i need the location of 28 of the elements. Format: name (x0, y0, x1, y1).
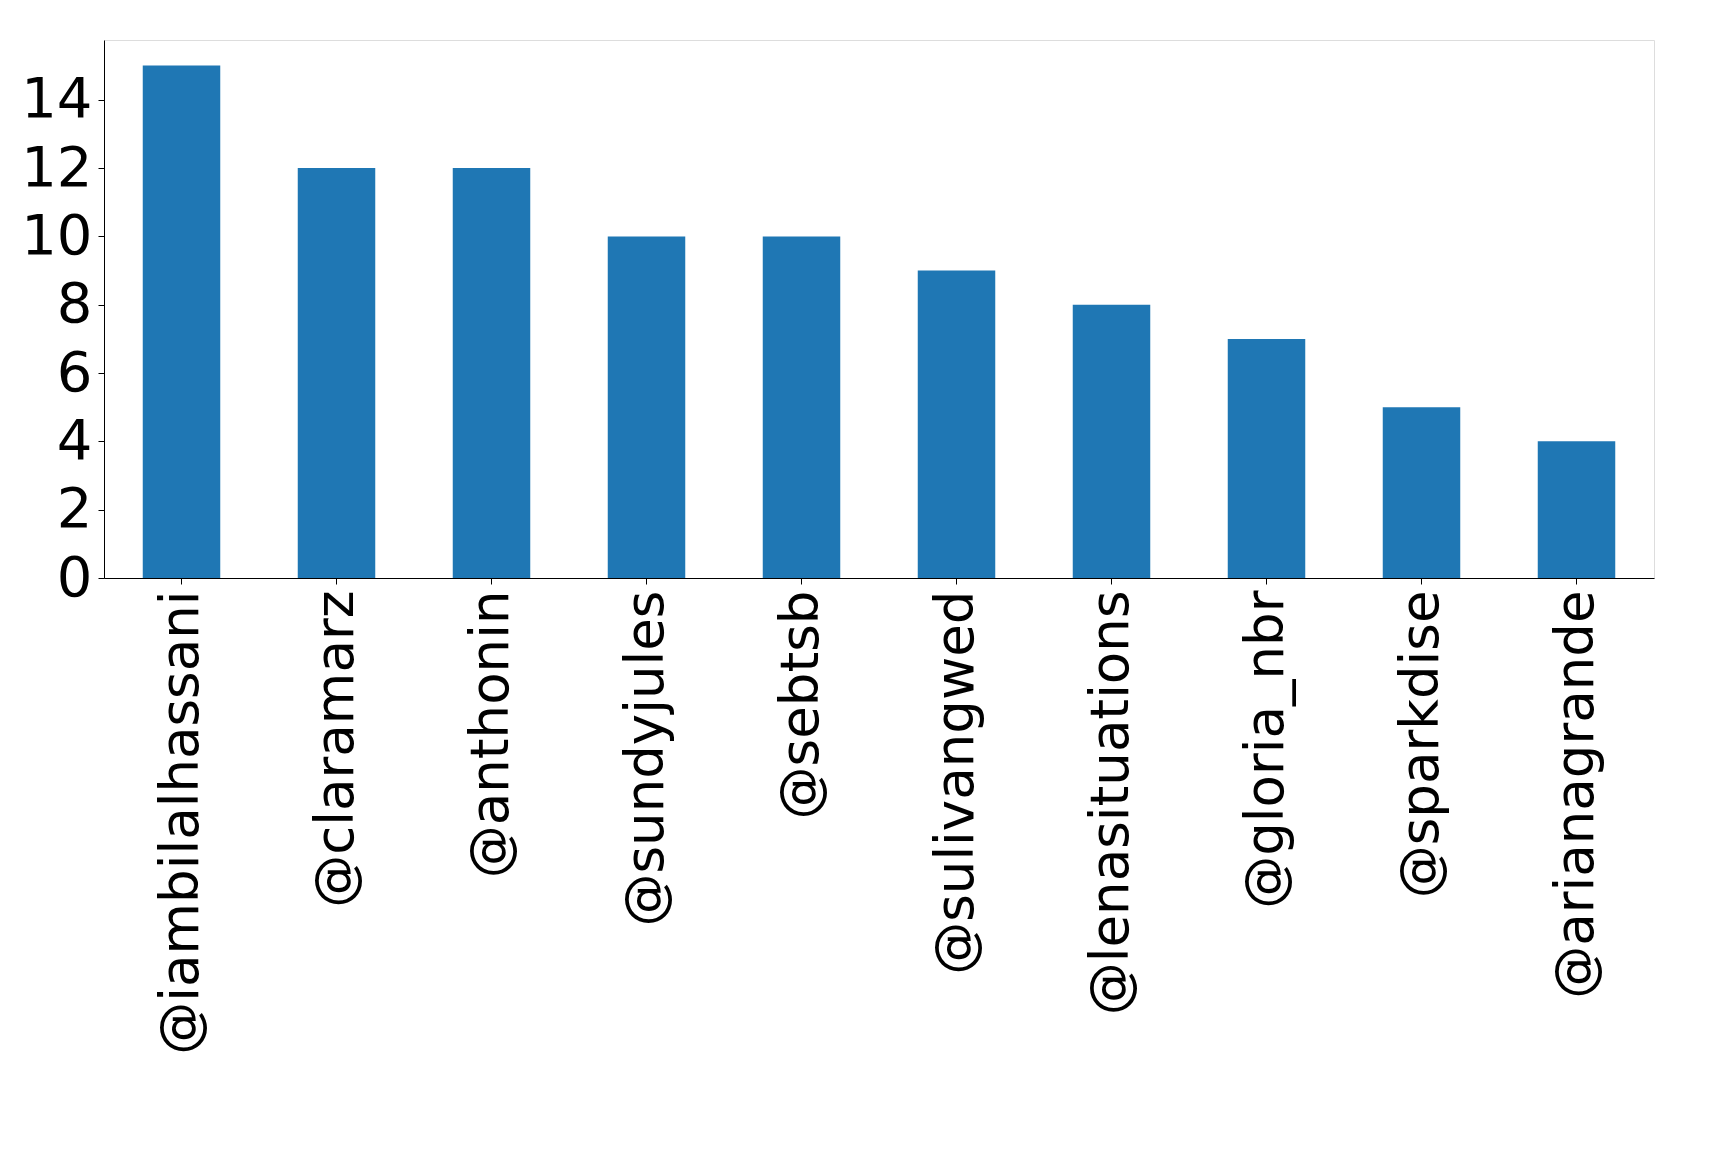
x-tick-label: @claramarz (303, 590, 365, 908)
x-tick-label: @anthonin (458, 590, 520, 879)
bar (917, 270, 996, 578)
y-tick-label: 2 (56, 475, 93, 541)
y-tick-label: 12 (21, 133, 93, 199)
bar (142, 65, 221, 578)
y-tick-label: 4 (56, 406, 93, 472)
y-tick-label: 8 (56, 270, 93, 336)
x-tick-label: @iambilalhassani (148, 590, 210, 1055)
x-tick-label: @sparkdise (1388, 590, 1450, 899)
bar (1382, 407, 1461, 578)
y-tick-label: 14 (21, 65, 93, 131)
x-tick-label: @sulivangwed (923, 590, 985, 975)
x-tick-label: @sebtsb (768, 590, 830, 820)
y-tick-label: 0 (56, 543, 93, 609)
x-tick-label: @lenasituations (1078, 590, 1140, 1016)
x-tick-label: @sundyjules (613, 590, 675, 927)
y-tick-label: 6 (56, 338, 93, 404)
bar (607, 236, 686, 578)
bar (297, 168, 376, 578)
y-tick-label: 10 (21, 201, 93, 267)
bar (762, 236, 841, 578)
bar (1227, 338, 1306, 578)
bar (452, 168, 531, 578)
x-tick-label: @arianagrande (1543, 590, 1605, 999)
bar (1072, 304, 1151, 578)
bar (1537, 441, 1616, 578)
x-tick-label: @gloria_nbr (1233, 590, 1296, 909)
